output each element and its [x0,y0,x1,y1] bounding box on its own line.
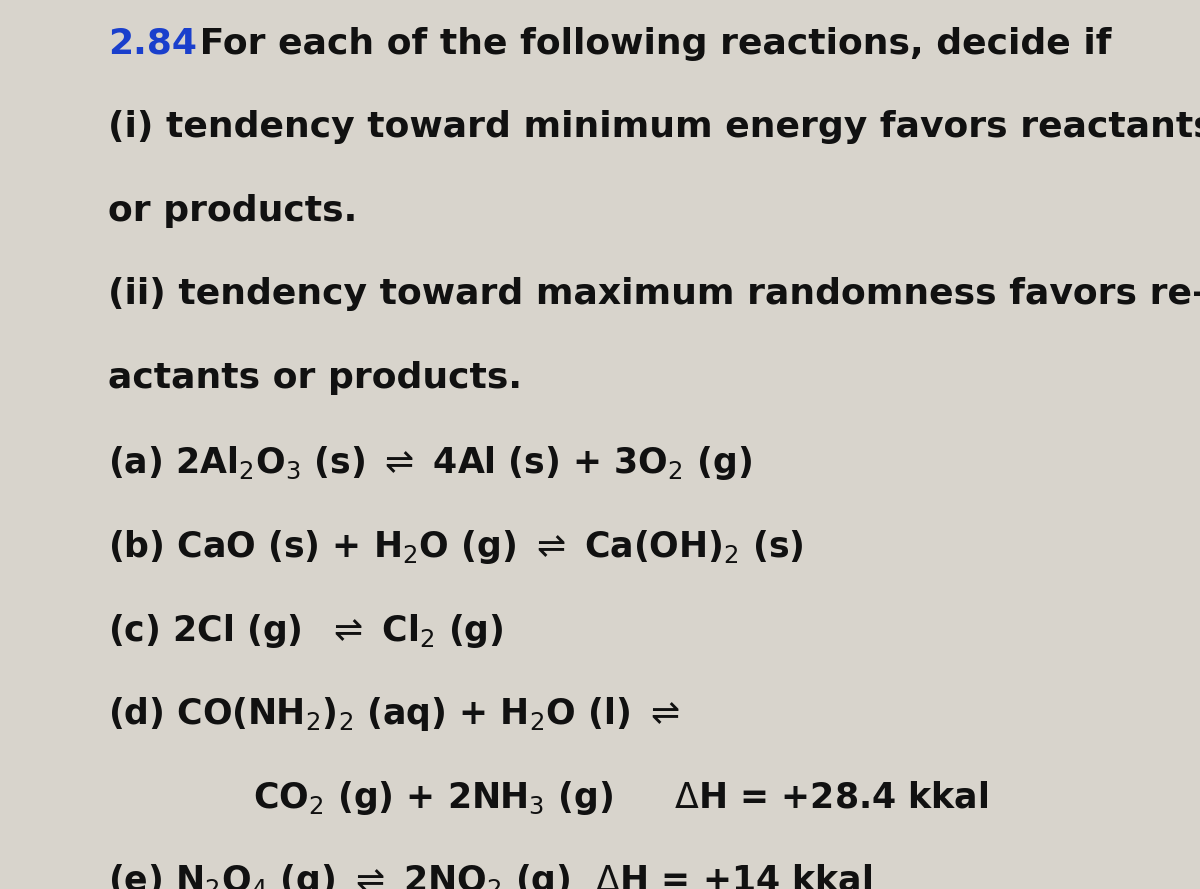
Text: or products.: or products. [108,194,358,228]
Text: 2.84: 2.84 [108,27,197,60]
Text: actants or products.: actants or products. [108,361,522,395]
Text: (b) CaO (s) + H$_2$O (g) $\rightleftharpoons$ Ca(OH)$_2$ (s): (b) CaO (s) + H$_2$O (g) $\rightleftharp… [108,528,804,566]
Text: (c) 2Cl (g)  $\rightleftharpoons$ Cl$_2$ (g): (c) 2Cl (g) $\rightleftharpoons$ Cl$_2$ … [108,612,504,650]
Text: CO$_2$ (g) + 2NH$_3$ (g)     $\Delta$H = +28.4 kkal: CO$_2$ (g) + 2NH$_3$ (g) $\Delta$H = +28… [108,779,989,817]
Text: (i) tendency toward minimum energy favors reactants: (i) tendency toward minimum energy favor… [108,110,1200,144]
Text: (d) CO(NH$_2$)$_2$ (aq) + H$_2$O (l) $\rightleftharpoons$: (d) CO(NH$_2$)$_2$ (aq) + H$_2$O (l) $\r… [108,695,679,733]
Text: For each of the following reactions, decide if: For each of the following reactions, dec… [187,27,1111,60]
Text: (ii) tendency toward maximum randomness favors re-: (ii) tendency toward maximum randomness … [108,277,1200,311]
Text: (a) 2Al$_2$O$_3$ (s) $\rightleftharpoons$ 4Al (s) + 3O$_2$ (g): (a) 2Al$_2$O$_3$ (s) $\rightleftharpoons… [108,444,752,483]
Text: (e) N$_2$O$_4$ (g) $\rightleftharpoons$ 2NO$_2$ (g)  $\Delta$H = +14 kkal: (e) N$_2$O$_4$ (g) $\rightleftharpoons$ … [108,862,872,889]
